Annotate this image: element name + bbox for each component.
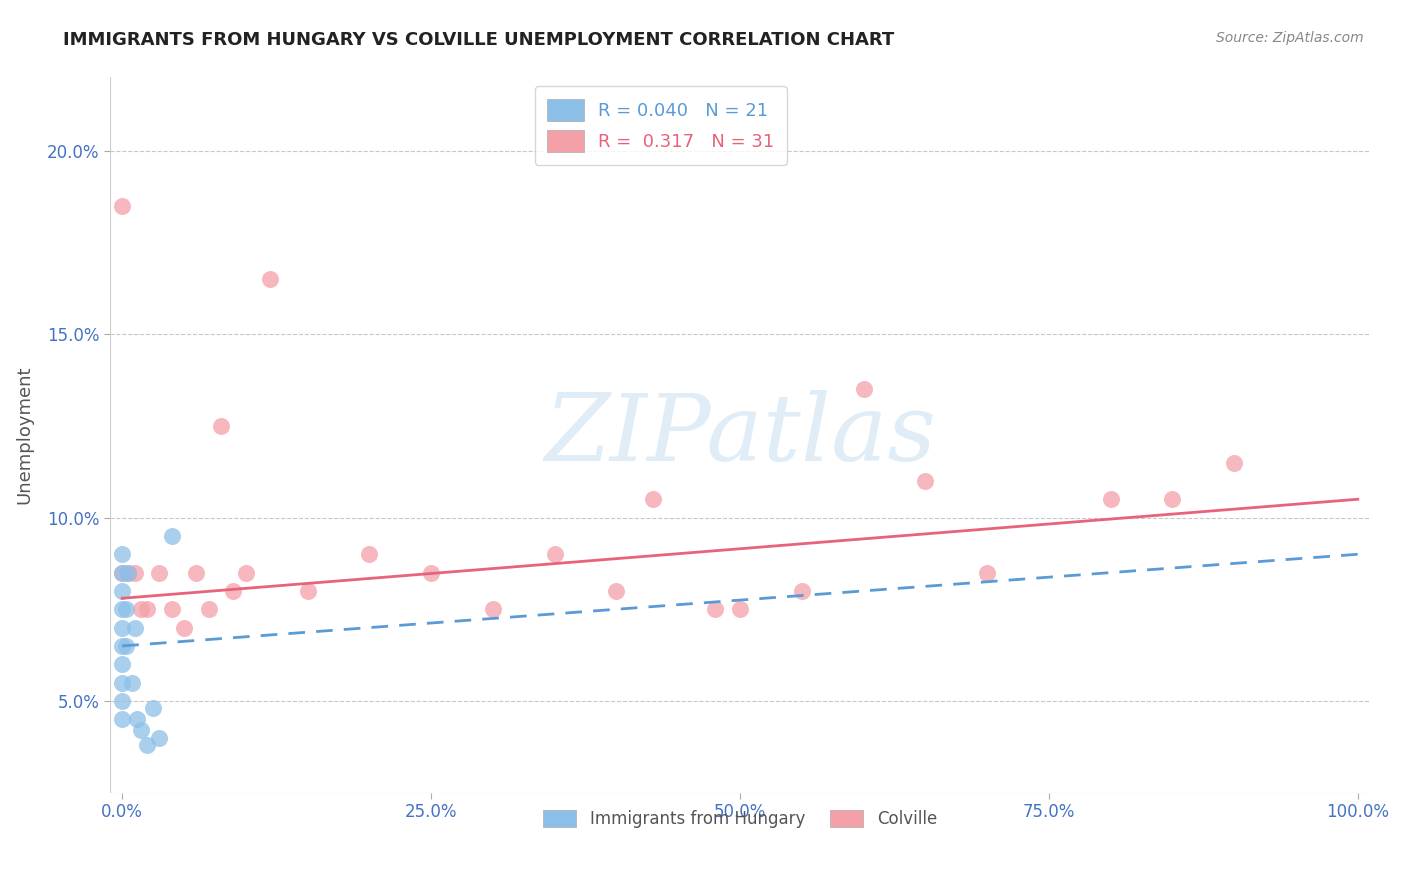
Point — [125, 712, 148, 726]
Point — [117, 566, 139, 580]
Point — [790, 583, 813, 598]
Point — [111, 621, 134, 635]
Legend: Immigrants from Hungary, Colville: Immigrants from Hungary, Colville — [536, 803, 943, 834]
Point — [111, 639, 134, 653]
Point — [482, 602, 505, 616]
Point — [117, 566, 139, 580]
Point — [914, 474, 936, 488]
Point — [605, 583, 627, 598]
Point — [121, 675, 143, 690]
Point — [111, 199, 134, 213]
Point — [111, 583, 134, 598]
Point — [197, 602, 219, 616]
Point — [420, 566, 443, 580]
Y-axis label: Unemployment: Unemployment — [15, 366, 32, 504]
Point — [160, 602, 183, 616]
Point — [209, 418, 232, 433]
Point — [235, 566, 257, 580]
Point — [111, 657, 134, 672]
Text: ZIPatlas: ZIPatlas — [544, 390, 936, 480]
Point — [359, 547, 381, 561]
Point — [852, 382, 875, 396]
Point — [135, 738, 157, 752]
Point — [259, 272, 281, 286]
Point — [148, 566, 170, 580]
Point — [297, 583, 319, 598]
Point — [543, 547, 565, 561]
Point — [129, 723, 152, 738]
Point — [643, 492, 665, 507]
Point — [728, 602, 751, 616]
Point — [111, 712, 134, 726]
Point — [148, 731, 170, 745]
Point — [111, 675, 134, 690]
Point — [124, 566, 146, 580]
Point — [1223, 456, 1246, 470]
Text: IMMIGRANTS FROM HUNGARY VS COLVILLE UNEMPLOYMENT CORRELATION CHART: IMMIGRANTS FROM HUNGARY VS COLVILLE UNEM… — [63, 31, 894, 49]
Point — [115, 602, 138, 616]
Point — [704, 602, 727, 616]
Point — [111, 547, 134, 561]
Point — [111, 694, 134, 708]
Point — [115, 639, 138, 653]
Point — [173, 621, 195, 635]
Point — [142, 701, 165, 715]
Point — [1161, 492, 1184, 507]
Point — [1099, 492, 1122, 507]
Point — [111, 566, 134, 580]
Point — [111, 602, 134, 616]
Point — [135, 602, 157, 616]
Point — [111, 566, 134, 580]
Point — [186, 566, 208, 580]
Point — [976, 566, 998, 580]
Point — [160, 529, 183, 543]
Point — [124, 621, 146, 635]
Point — [129, 602, 152, 616]
Point — [222, 583, 245, 598]
Text: Source: ZipAtlas.com: Source: ZipAtlas.com — [1216, 31, 1364, 45]
